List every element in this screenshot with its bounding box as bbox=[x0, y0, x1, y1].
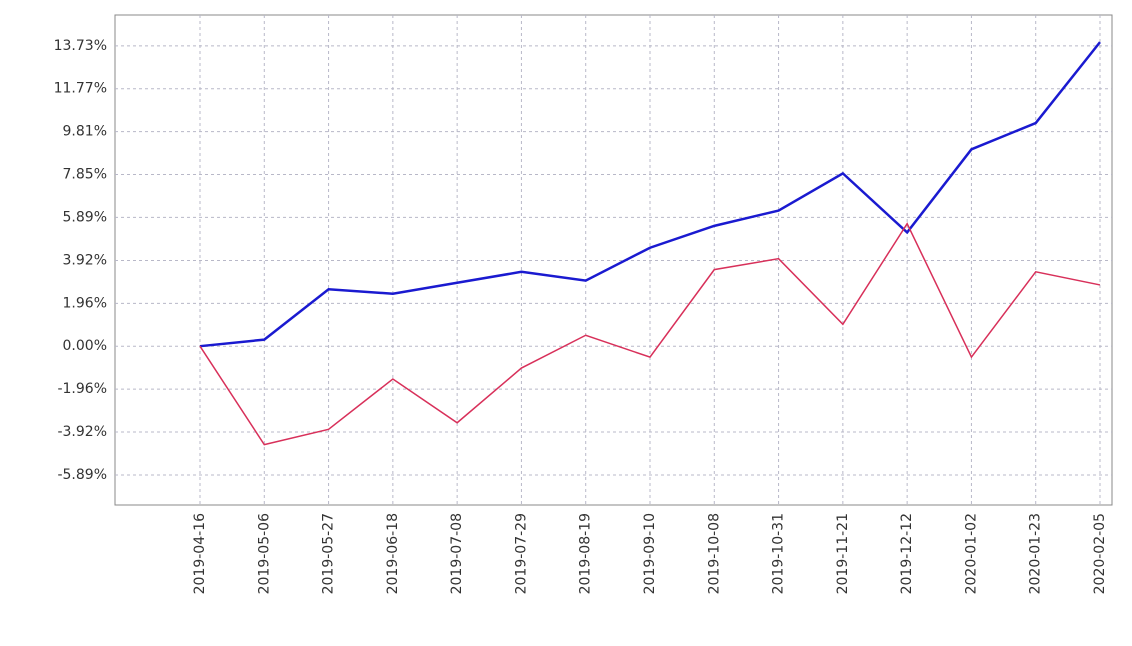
y-tick-label: -3.92% bbox=[57, 424, 107, 440]
x-tick-label: 2019-05-06 bbox=[256, 513, 272, 594]
x-tick-label: 2020-02-05 bbox=[1092, 513, 1108, 594]
x-tick-label: 2019-05-27 bbox=[321, 513, 337, 594]
y-tick-label: -5.89% bbox=[57, 467, 107, 483]
x-tick-label: 2019-11-21 bbox=[835, 513, 851, 594]
x-tick-label: 2020-01-23 bbox=[1028, 513, 1044, 594]
y-tick-label: 11.77% bbox=[54, 81, 107, 97]
x-tick-label: 2019-07-29 bbox=[513, 513, 529, 594]
x-tick-label: 2019-04-16 bbox=[192, 513, 208, 594]
series-line bbox=[199, 41, 1101, 348]
y-tick-label: 5.89% bbox=[63, 209, 107, 225]
y-tick-label: 9.81% bbox=[63, 124, 107, 140]
x-tick-label: 2019-10-08 bbox=[706, 513, 722, 594]
x-tick-label: 2019-08-19 bbox=[578, 513, 594, 594]
x-tick-label: 2019-12-12 bbox=[899, 513, 915, 594]
y-tick-label: 3.92% bbox=[63, 252, 107, 268]
x-tick-label: 2020-01-02 bbox=[963, 513, 979, 594]
x-tick-label: 2019-07-08 bbox=[449, 513, 465, 594]
y-tick-label: 0.00% bbox=[63, 338, 107, 354]
y-tick-label: -1.96% bbox=[57, 381, 107, 397]
x-tick-label: 2019-06-18 bbox=[385, 513, 401, 594]
y-tick-label: 7.85% bbox=[63, 166, 107, 182]
y-tick-label: 13.73% bbox=[54, 38, 107, 54]
y-tick-label: 1.96% bbox=[63, 295, 107, 311]
series-line bbox=[199, 222, 1101, 446]
x-tick-label: 2019-10-31 bbox=[771, 513, 787, 594]
x-tick-label: 2019-09-10 bbox=[642, 513, 658, 594]
